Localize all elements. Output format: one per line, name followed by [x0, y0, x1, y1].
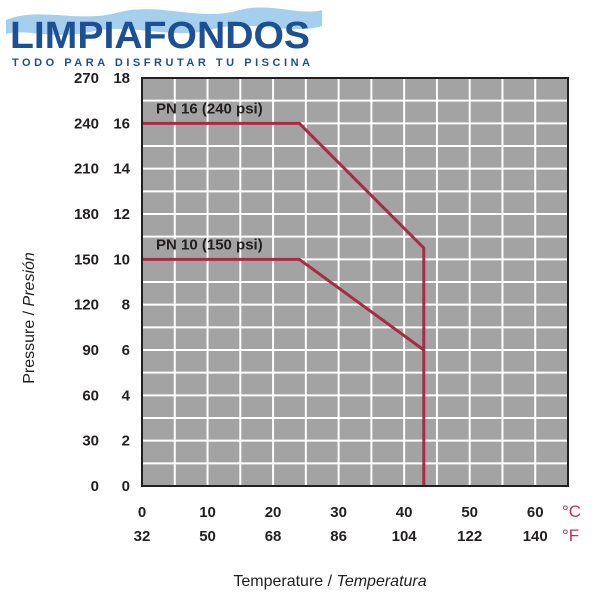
y-tick-psi: 270: [74, 70, 99, 87]
series-label-pn10: PN 10 (150 psi): [156, 236, 263, 253]
series-lines: [142, 121, 426, 486]
x-tick-fahrenheit: 122: [457, 528, 482, 545]
plot-frame: [141, 77, 569, 487]
y-tick-labels: 0 0 2 30 4 60 6 90 8 120 10 150 12 180 14 210 16 240 18 270: [74, 70, 131, 495]
y-tick-psi: 90: [82, 342, 99, 359]
y-tick-psi: 150: [74, 251, 99, 268]
x-tick-fahrenheit: 50: [199, 528, 216, 545]
x-tick-celsius: 50: [461, 504, 478, 521]
grid-lines: [142, 78, 568, 486]
series-labels: PN 16 (240 psi) PN 10 (150 psi): [156, 100, 263, 253]
series-line-pn10: [142, 257, 425, 352]
x-unit-fahrenheit: °F: [562, 526, 579, 545]
y-tick-psi: 240: [74, 115, 99, 132]
x-tick-fahrenheit: 68: [265, 528, 282, 545]
y-tick-psi: 180: [74, 206, 99, 223]
x-tick-fahrenheit: 140: [523, 528, 548, 545]
water-splash-icon: [6, 7, 322, 35]
x-tick-celsius: 60: [527, 504, 544, 521]
x-unit-celsius: °C: [562, 502, 581, 521]
y-tick-bar: 4: [122, 387, 131, 404]
y-tick-psi: 210: [74, 161, 99, 178]
x-tick-celsius: 20: [265, 504, 282, 521]
x-axis-label: Temperature / Temperatura: [233, 573, 426, 590]
x-tick-celsius: 30: [330, 504, 347, 521]
y-axis-label: Pressure / Presión: [21, 252, 38, 384]
y-tick-bar: 16: [113, 115, 130, 132]
y-tick-psi: 60: [82, 387, 99, 404]
y-tick-bar: 8: [122, 297, 130, 314]
logo: LIMPIAFONDOS TODO PARA DISFRUTAR TU PISC…: [6, 7, 322, 69]
x-tick-labels: 0 32 10 50 20 68 30 86 40 104 50 122 60 140: [134, 504, 548, 545]
y-tick-bar: 10: [113, 251, 130, 268]
y-tick-bar: 18: [113, 70, 130, 87]
x-tick-celsius: 10: [199, 504, 216, 521]
brand-name: LIMPIAFONDOS: [10, 15, 310, 57]
y-tick-bar: 0: [122, 478, 130, 495]
y-tick-psi: 30: [82, 433, 99, 450]
series-line-pn16: [142, 121, 426, 486]
y-tick-psi: 0: [91, 478, 99, 495]
x-tick-celsius: 0: [138, 504, 146, 521]
y-tick-bar: 2: [122, 433, 130, 450]
y-tick-bar: 12: [113, 206, 130, 223]
y-tick-bar: 14: [113, 161, 130, 178]
x-tick-fahrenheit: 32: [134, 528, 151, 545]
y-tick-bar: 6: [122, 342, 130, 359]
series-label-pn16: PN 16 (240 psi): [156, 100, 263, 117]
y-tick-psi: 120: [74, 297, 99, 314]
x-tick-fahrenheit: 86: [330, 528, 347, 545]
x-tick-fahrenheit: 104: [392, 528, 418, 545]
x-tick-celsius: 40: [396, 504, 413, 521]
